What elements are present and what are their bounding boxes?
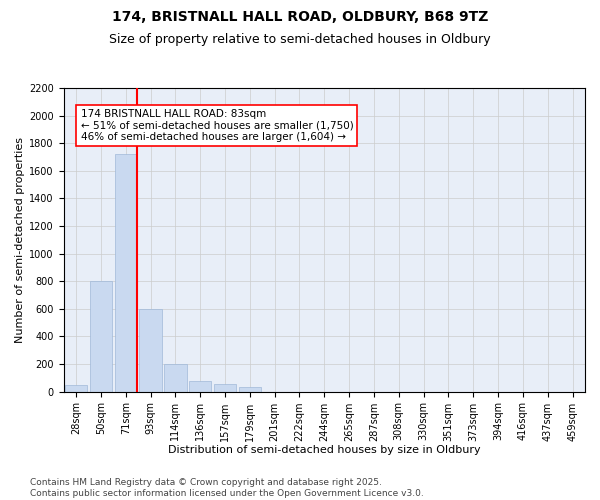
Bar <box>90 281 112 392</box>
Bar <box>115 154 137 392</box>
X-axis label: Distribution of semi-detached houses by size in Oldbury: Distribution of semi-detached houses by … <box>168 445 481 455</box>
Text: Contains HM Land Registry data © Crown copyright and database right 2025.
Contai: Contains HM Land Registry data © Crown c… <box>30 478 424 498</box>
Bar <box>139 309 162 392</box>
Bar <box>189 382 211 392</box>
Text: Size of property relative to semi-detached houses in Oldbury: Size of property relative to semi-detach… <box>109 32 491 46</box>
Text: 174, BRISTNALL HALL ROAD, OLDBURY, B68 9TZ: 174, BRISTNALL HALL ROAD, OLDBURY, B68 9… <box>112 10 488 24</box>
Bar <box>239 388 261 392</box>
Bar <box>214 384 236 392</box>
Y-axis label: Number of semi-detached properties: Number of semi-detached properties <box>15 137 25 343</box>
Bar <box>65 384 87 392</box>
Text: 174 BRISTNALL HALL ROAD: 83sqm
← 51% of semi-detached houses are smaller (1,750): 174 BRISTNALL HALL ROAD: 83sqm ← 51% of … <box>80 108 353 142</box>
Bar <box>164 364 187 392</box>
